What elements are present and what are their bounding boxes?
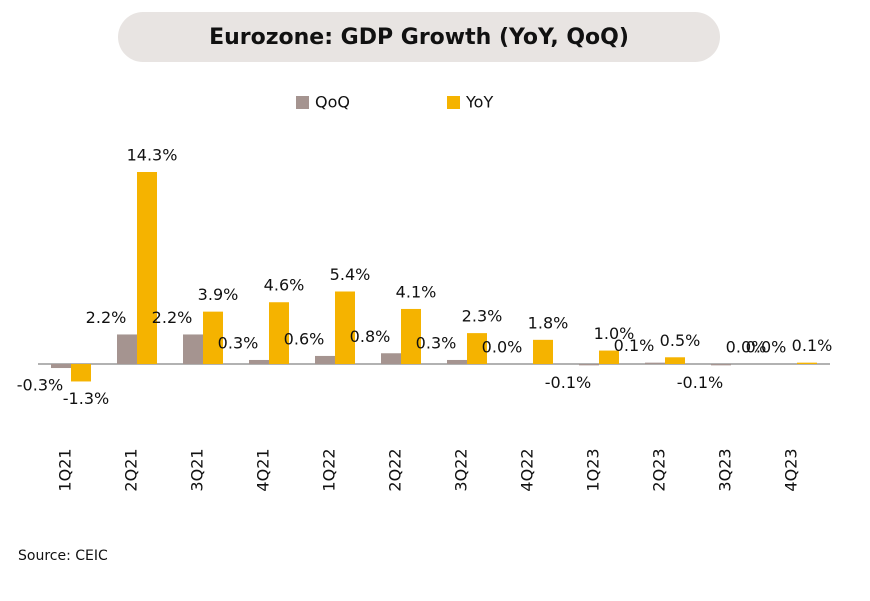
legend-swatch [447,96,460,109]
x-tick-label: 3Q21 [188,448,207,491]
bar [315,355,335,364]
data-label: 0.3% [218,333,259,352]
data-label: -0.3% [17,376,63,395]
bar [599,350,619,364]
bar [467,333,487,364]
x-tick-label: 4Q22 [518,448,537,491]
bar [711,364,731,366]
chart-title: Eurozone: GDP Growth (YoY, QoQ) [209,25,629,50]
bar [335,291,355,364]
data-label: 4.6% [264,276,305,295]
data-label: -1.3% [63,389,109,408]
data-label: 2.2% [86,308,127,327]
data-label: -0.1% [545,373,591,392]
data-label: 0.0% [746,338,787,357]
bar [381,353,401,364]
bar [665,357,685,364]
x-tick-label: 2Q21 [122,448,141,491]
bar [203,311,223,364]
data-label: 14.3% [127,146,178,165]
data-label: 0.8% [350,327,391,346]
bar [579,364,599,366]
x-tick-label: 4Q21 [254,448,273,491]
data-label: 1.0% [594,324,635,343]
x-tick-label: 4Q23 [782,448,801,491]
data-label: -0.1% [677,373,723,392]
bar [117,334,137,364]
legend-label: QoQ [315,93,350,112]
x-tick-label: 3Q22 [452,448,471,491]
data-label: 0.6% [284,329,325,348]
data-label: 0.0% [482,338,523,357]
bar [269,302,289,364]
x-tick-label: 1Q22 [320,448,339,491]
data-label: 3.9% [198,285,239,304]
data-label: 1.8% [528,313,569,332]
data-label: 2.2% [152,308,193,327]
bar [249,359,269,364]
x-tick-label: 1Q21 [56,448,75,491]
data-label: 5.4% [330,265,371,284]
title-pill [118,12,720,62]
bar [183,334,203,364]
bar [71,364,91,382]
data-label: 2.3% [462,307,503,326]
data-label: 0.3% [416,333,457,352]
bar [447,359,467,364]
bar [137,172,157,364]
source: Source: CEIC [18,548,108,564]
legend-swatch [296,96,309,109]
bar [645,362,665,364]
bar [401,308,421,364]
data-label: 0.5% [660,331,701,350]
legend-label: YoY [465,93,493,112]
data-label: 4.1% [396,282,437,301]
data-label: 0.1% [792,336,833,355]
data-label: 0.1% [614,336,655,355]
x-tick-label: 3Q23 [716,448,735,491]
bar [797,362,817,364]
bar [51,364,71,369]
x-tick-label: 1Q23 [584,448,603,491]
data-label: 0.0% [726,338,767,357]
x-tick-label: 2Q22 [386,448,405,491]
x-tick-label: 2Q23 [650,448,669,491]
bar [533,339,553,364]
